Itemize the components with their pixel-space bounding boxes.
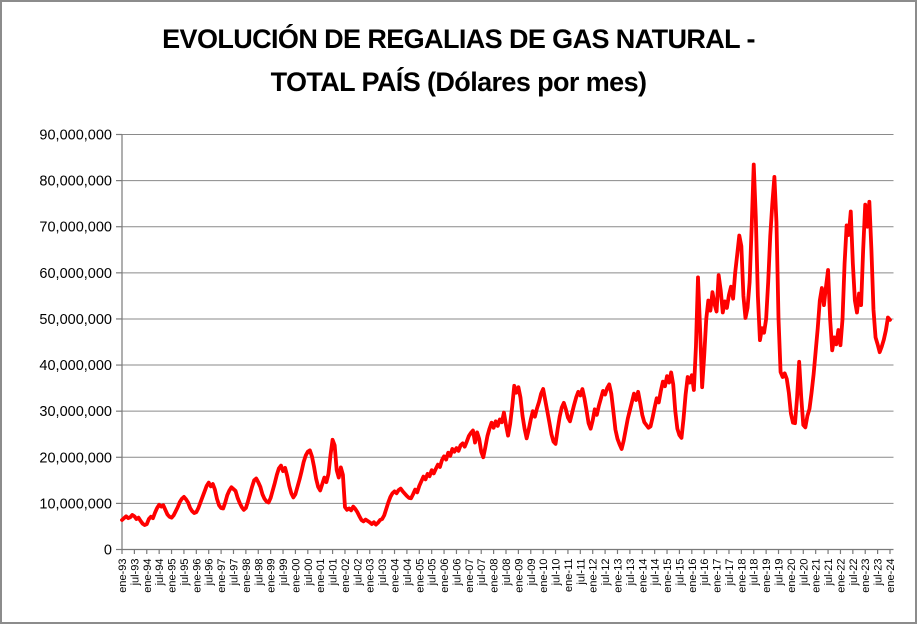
x-axis-label: jul-93 <box>129 559 141 587</box>
x-axis-label: jul-22 <box>848 559 860 587</box>
x-axis-label: ene-99 <box>266 559 278 593</box>
x-axis-label: ene-05 <box>414 559 426 593</box>
x-axis-label: jul-23 <box>873 559 885 587</box>
data-line-series <box>120 162 892 527</box>
x-axis-label: jul-03 <box>377 559 389 587</box>
x-axis-label: ene-03 <box>365 559 377 593</box>
x-axis-label: jul-21 <box>823 559 835 587</box>
x-axis-label: ene-13 <box>612 559 624 593</box>
x-axis-label: jul-96 <box>204 559 216 587</box>
x-axis-label: jul-04 <box>402 559 414 587</box>
y-axis-label: 60,000,000 <box>39 266 112 282</box>
x-axis-label: ene-24 <box>885 559 897 593</box>
x-axis-label: ene-16 <box>687 559 699 593</box>
x-axis-label: jul-16 <box>699 559 711 587</box>
x-axis-label: ene-96 <box>191 559 203 593</box>
x-axis-label: ene-21 <box>811 559 823 593</box>
x-axis-label: jul-06 <box>451 559 463 587</box>
y-axis-label: 30,000,000 <box>39 404 112 420</box>
y-axis-label: 90,000,000 <box>39 128 112 144</box>
y-axis-label: 80,000,000 <box>39 174 112 190</box>
x-axis-label: ene-11 <box>563 559 575 592</box>
y-axis-label: 50,000,000 <box>39 312 112 328</box>
x-axis-label: jul-95 <box>179 559 191 587</box>
x-axis-label: jul-09 <box>526 559 538 587</box>
x-axis-label: jul-98 <box>253 559 265 587</box>
x-axis-label: ene-02 <box>340 559 352 593</box>
x-axis-label: ene-06 <box>439 559 451 593</box>
y-axis-label: 20,000,000 <box>39 450 112 466</box>
x-axis-label: jul-99 <box>278 559 290 587</box>
x-axis-label: ene-22 <box>835 559 847 593</box>
x-axis-label: ene-18 <box>736 559 748 593</box>
x-axis-label: ene-00 <box>290 559 302 593</box>
x-axis-label: jul-15 <box>674 559 686 587</box>
x-axis-label: ene-94 <box>142 559 154 593</box>
x-axis-label: ene-04 <box>390 559 402 593</box>
x-axis-label: jul-01 <box>328 559 340 587</box>
x-axis-label: ene-14 <box>637 559 649 593</box>
x-axis-label: ene-17 <box>712 559 724 593</box>
x-axis-label: ene-07 <box>464 559 476 593</box>
y-axis-label: 40,000,000 <box>39 358 112 374</box>
x-axis-label: jul-13 <box>625 559 637 587</box>
x-axis-label: ene-98 <box>241 559 253 593</box>
x-axis-label: jul-02 <box>352 559 364 587</box>
x-axis-label: ene-01 <box>315 559 327 593</box>
x-axis-label: jul-08 <box>501 559 513 587</box>
x-axis-label: ene-09 <box>513 559 525 593</box>
x-axis-label: ene-93 <box>117 559 129 593</box>
x-axis-label: jul-18 <box>749 559 761 587</box>
x-axis-label: jul-07 <box>476 559 488 587</box>
x-axis-label: jul-17 <box>724 559 736 587</box>
x-axis-label: ene-15 <box>662 559 674 593</box>
x-axis-label: ene-95 <box>167 559 179 593</box>
x-axis-label: jul-97 <box>228 559 240 587</box>
y-axis-label: 0 <box>104 543 112 559</box>
chart-title: EVOLUCIÓN DE REGALIAS DE GAS NATURAL - T… <box>2 18 915 104</box>
chart-title-line2: TOTAL PAÍS (Dólares por mes) <box>270 67 647 97</box>
x-axis-label: ene-19 <box>761 559 773 593</box>
x-axis-label: ene-08 <box>489 559 501 593</box>
x-axis-label: ene-12 <box>588 559 600 593</box>
x-axis-label: ene-97 <box>216 559 228 593</box>
x-axis-label: jul-00 <box>303 559 315 587</box>
chart-title-line1: EVOLUCIÓN DE REGALIAS DE GAS NATURAL - <box>162 24 755 54</box>
x-axis-label: ene-20 <box>786 559 798 593</box>
y-axis-label: 70,000,000 <box>39 220 112 236</box>
x-axis-label: jul-94 <box>154 559 166 587</box>
y-axis-label: 10,000,000 <box>39 496 112 512</box>
x-axis-label: jul-14 <box>650 559 662 587</box>
x-axis-label: jul-12 <box>600 559 612 587</box>
x-axis-label: jul-20 <box>798 559 810 587</box>
x-axis-label: jul-11 <box>575 559 587 586</box>
x-axis-label: jul-10 <box>551 559 563 587</box>
x-axis-label: jul-19 <box>774 559 786 587</box>
x-axis-label: ene-10 <box>538 559 550 593</box>
x-axis-label: ene-23 <box>860 559 872 593</box>
x-axis-label: jul-05 <box>427 559 439 587</box>
